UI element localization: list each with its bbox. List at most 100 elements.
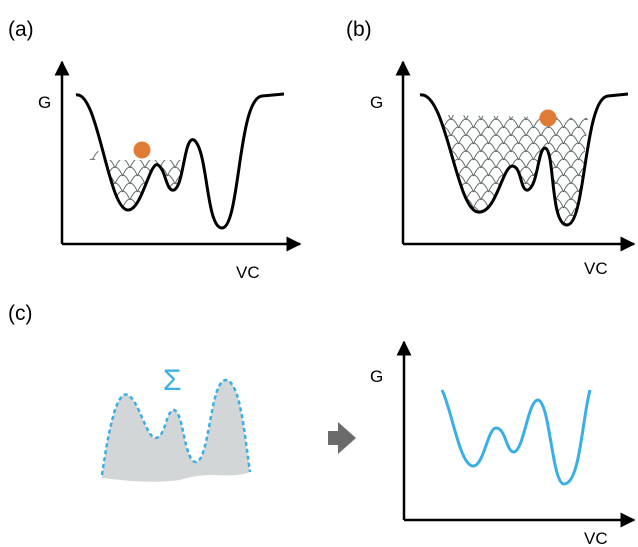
hill-arc [99,206,116,210]
hill-arc [585,158,588,169]
panel-c-sum-symbol: Σ [163,364,182,397]
hill-arc [585,190,588,201]
hill-arc [129,174,146,185]
hill-arc [440,115,452,121]
hill-arc [443,118,459,129]
hill-arc [458,134,474,145]
panel-b-y-axis-label: G [370,93,383,112]
hill-arc [108,135,123,144]
hill-arc [525,206,542,217]
hill-arc [503,182,519,193]
hill-arc [489,103,504,112]
panel-b: (b) G VC [346,18,636,278]
hill-arc [474,103,489,112]
hill-arc [440,222,452,225]
panel-a-walker-ball [133,141,151,159]
hill-arc [473,134,489,145]
hill-arc [114,174,131,185]
hill-arc [440,190,452,201]
hill-arc [450,142,467,153]
hill-arc [443,198,459,209]
hill-arc [465,222,482,225]
hill-arc [88,190,101,201]
hill-arc [504,103,519,112]
hill-arc [450,222,467,225]
hill-arc [440,150,444,161]
hill-arc [159,158,176,169]
panel-c-summed-hills-area [102,380,250,482]
hill-arc [503,118,519,129]
panel-c: (c) Σ G VC [8,302,636,547]
panel-a: (a) G VC [8,18,302,282]
hill-arc [525,190,542,201]
hill-arc [450,115,467,121]
hill-arc [443,214,459,225]
hill-arc [473,214,489,225]
hill-arc [129,158,146,169]
hill-arc [578,198,588,209]
hill-arc [421,175,436,184]
hill-arc [503,134,519,145]
hill-arc [99,190,116,201]
hill-arc [585,126,588,137]
hill-arc [570,142,587,153]
hill-arc [465,115,482,121]
hill-arc [421,159,436,168]
hill-arc [114,158,131,169]
panel-b-label: (b) [346,18,372,41]
hill-arc [503,198,519,209]
hill-arc [153,135,168,144]
hill-arc [440,174,452,185]
hill-arc [182,182,186,193]
hill-arc [495,126,512,137]
hill-arc [533,214,549,225]
hill-arc [518,134,534,145]
hill-arc [92,166,108,177]
hill-arc [440,158,452,169]
hill-arc [458,166,474,177]
hill-arc [152,198,168,209]
hill-arc [92,182,108,193]
hill-arc [174,206,186,210]
panel-c-x-axis-label: VC [584,529,608,547]
hill-arc [488,166,504,177]
hill-arc [533,134,549,145]
hill-arc [440,134,444,145]
hill-arc [123,135,138,144]
hill-arc [190,175,205,184]
hill-arc [465,190,482,201]
hill-arc [579,103,594,112]
hill-arc [563,166,579,177]
panel-a-x-axis-label: VC [236,263,260,282]
hill-arc [465,158,482,169]
hill-arc [555,190,572,201]
hill-arc [564,103,579,112]
hill-arc [540,206,557,217]
hill-arc [518,198,534,209]
hill-arc [450,206,467,217]
hill-arc [144,206,161,210]
hill-arc [525,222,542,225]
hill-arc [480,222,497,225]
panel-a-y-axis-label: G [38,93,51,112]
panel-c-transform-arrow [328,422,356,454]
hill-arc [473,166,489,177]
hill-arc [518,118,534,129]
hill-arc [480,174,497,185]
hill-arc [548,182,564,193]
hill-arc [578,214,588,225]
hill-arc [458,150,474,161]
hill-arc [488,134,504,145]
hill-arc [555,158,572,169]
hill-arc [107,150,123,161]
hill-arc [159,149,176,153]
hill-arc [168,135,183,144]
hill-arc [88,158,101,169]
panel-c-label: (c) [8,302,33,325]
panel-a-label: (a) [8,18,34,41]
hill-arc [518,214,534,225]
hill-arc [585,174,588,185]
hill-arc [182,166,186,177]
hill-arc [570,126,587,137]
hill-arc [465,174,482,185]
